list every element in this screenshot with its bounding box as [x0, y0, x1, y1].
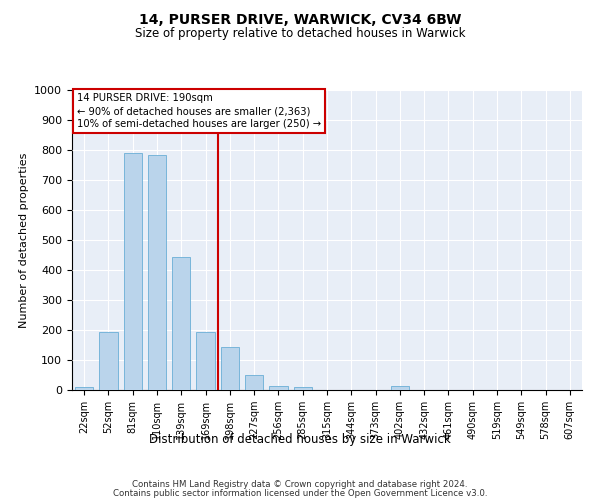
Bar — [245, 375, 263, 390]
Bar — [75, 387, 93, 390]
Bar — [148, 154, 166, 390]
Bar — [269, 386, 287, 390]
Bar — [293, 387, 312, 390]
Text: Contains HM Land Registry data © Crown copyright and database right 2024.: Contains HM Land Registry data © Crown c… — [132, 480, 468, 489]
Bar — [391, 386, 409, 390]
Text: Contains public sector information licensed under the Open Government Licence v3: Contains public sector information licen… — [113, 489, 487, 498]
Text: Distribution of detached houses by size in Warwick: Distribution of detached houses by size … — [149, 432, 451, 446]
Bar — [124, 153, 142, 390]
Bar — [172, 256, 190, 390]
Bar — [196, 332, 215, 390]
Bar — [100, 332, 118, 390]
Y-axis label: Number of detached properties: Number of detached properties — [19, 152, 29, 328]
Text: 14 PURSER DRIVE: 190sqm
← 90% of detached houses are smaller (2,363)
10% of semi: 14 PURSER DRIVE: 190sqm ← 90% of detache… — [77, 93, 321, 130]
Bar — [221, 346, 239, 390]
Text: Size of property relative to detached houses in Warwick: Size of property relative to detached ho… — [135, 28, 465, 40]
Text: 14, PURSER DRIVE, WARWICK, CV34 6BW: 14, PURSER DRIVE, WARWICK, CV34 6BW — [139, 12, 461, 26]
